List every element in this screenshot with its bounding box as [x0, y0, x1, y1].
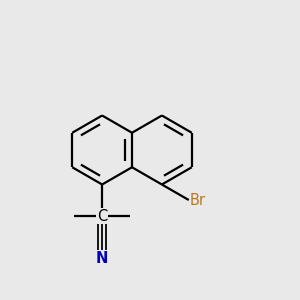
- Text: N: N: [96, 251, 108, 266]
- Text: Br: Br: [190, 193, 206, 208]
- Text: C: C: [97, 209, 107, 224]
